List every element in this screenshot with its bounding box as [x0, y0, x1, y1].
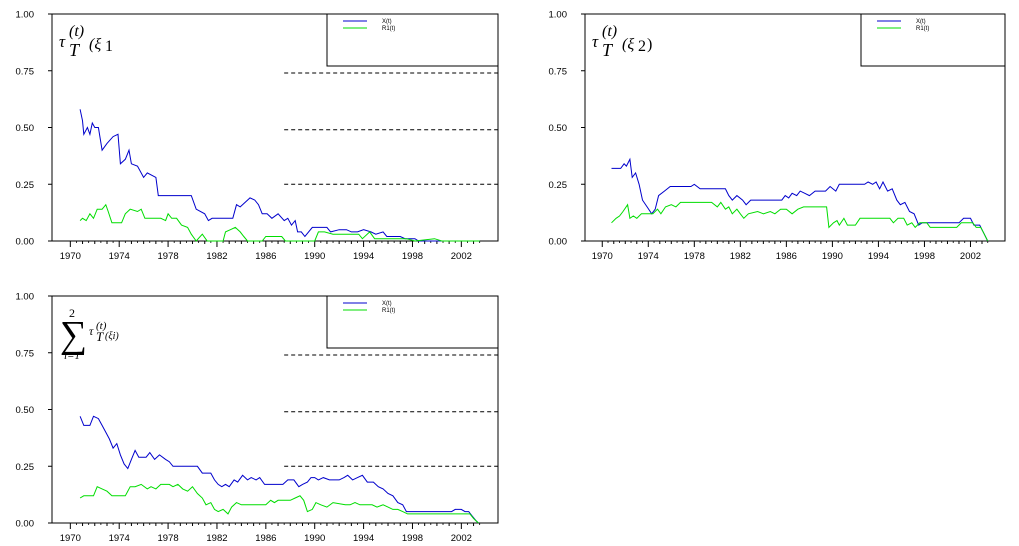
formula-argument: (ξi) [105, 331, 119, 342]
x-tick-label: 1994 [353, 251, 374, 262]
y-tick-label: 0.50 [549, 123, 568, 134]
y-tick-label: 0.50 [16, 405, 35, 416]
x-tick-label: 1974 [638, 251, 659, 262]
formula-superscript: (t) [69, 23, 84, 40]
formula-superscript: (t) [602, 23, 617, 40]
y-tick-label: 0.25 [16, 180, 35, 191]
y-tick-label: 0.75 [16, 66, 35, 77]
x-tick-label: 1978 [158, 533, 179, 544]
x-tick-label: 1994 [353, 533, 374, 544]
x-tick-label: 1986 [776, 251, 797, 262]
x-tick-label: 2002 [960, 251, 981, 262]
formula-argument: (ξ [622, 36, 634, 53]
y-tick-label: 0.00 [16, 237, 35, 248]
x-tick-label: 1982 [206, 251, 227, 262]
x-tick-label: 1990 [304, 533, 325, 544]
formula-index: 1 [105, 38, 113, 55]
y-tick-label: 0.00 [549, 237, 568, 248]
chart-panel-2: 0.00 0.25 0.50 0.75 1.00 1970 1974 1978 1982 1986… [549, 10, 1006, 262]
y-tick-label: 0.75 [16, 348, 35, 359]
y-tick-label: 0.50 [16, 123, 35, 134]
x-tick-label: 1970 [60, 533, 81, 544]
chart-panel-3: 0.00 0.25 0.50 0.75 1.00 1970 1974 1978 1982 1986… [16, 292, 499, 544]
formula-sum-top: 2 [69, 306, 75, 320]
formula-argument: (ξ [89, 36, 101, 53]
formula-subscript: T [96, 329, 104, 344]
formula-superscript: (t) [96, 320, 107, 332]
series-line-r1t [79, 483, 479, 524]
legend-label: X(t) [382, 19, 392, 25]
series-line-xt [79, 109, 480, 242]
x-tick-label: 1994 [868, 251, 889, 262]
legend-label: R1(t) [916, 26, 929, 32]
x-tick-label: 1990 [822, 251, 843, 262]
x-tick-label: 1986 [255, 533, 276, 544]
legend-box [860, 13, 1006, 67]
y-tick-label: 0.25 [549, 180, 568, 191]
x-tick-label: 1970 [592, 251, 613, 262]
y-tick-label: 1.00 [16, 10, 35, 21]
y-tick-label: 0.00 [16, 519, 35, 530]
x-tick-label: 1974 [109, 533, 130, 544]
formula-close-paren: ) [647, 36, 652, 53]
legend-box [326, 295, 499, 349]
formula-subscript: T [69, 40, 81, 60]
formula-symbol: τ [592, 32, 599, 51]
x-tick-label: 1998 [914, 251, 935, 262]
legend-label: X(t) [382, 301, 392, 307]
x-tick-label: 1998 [402, 533, 423, 544]
formula-symbol: τ [89, 324, 94, 338]
x-tick-label: 1978 [684, 251, 705, 262]
legend-box [326, 13, 499, 67]
y-tick-label: 0.75 [549, 66, 568, 77]
formula-index: 2 [638, 38, 646, 55]
x-tick-label: 1978 [158, 251, 179, 262]
x-tick-label: 1982 [730, 251, 751, 262]
formula-subscript: T [602, 40, 614, 60]
legend-label: R1(t) [382, 308, 395, 314]
x-tick-label: 2002 [451, 251, 472, 262]
y-tick-label: 1.00 [549, 10, 568, 21]
y-tick-label: 1.00 [16, 292, 35, 303]
y-tick-label: 0.25 [16, 462, 35, 473]
legend-label: R1(t) [382, 26, 395, 32]
series-line-r1t [79, 203, 480, 242]
x-tick-label: 1986 [255, 251, 276, 262]
formula-symbol: τ [59, 32, 66, 51]
x-tick-label: 1970 [60, 251, 81, 262]
legend-label: X(t) [916, 19, 926, 25]
x-tick-label: 1998 [402, 251, 423, 262]
x-tick-label: 1990 [304, 251, 325, 262]
series-line-r1t [611, 201, 989, 242]
formula-sum-bottom: i=1 [64, 350, 80, 362]
series-line-xt [79, 415, 479, 524]
x-tick-label: 2002 [451, 533, 472, 544]
formula-sum-sign: ∑ [60, 314, 87, 356]
x-tick-label: 1974 [109, 251, 130, 262]
x-tick-label: 1982 [206, 533, 227, 544]
chart-panel-1: 0.00 0.25 0.50 0.75 1.00 1970 1974 1978 1982 1986… [16, 10, 499, 262]
series-line-xt [611, 157, 989, 242]
